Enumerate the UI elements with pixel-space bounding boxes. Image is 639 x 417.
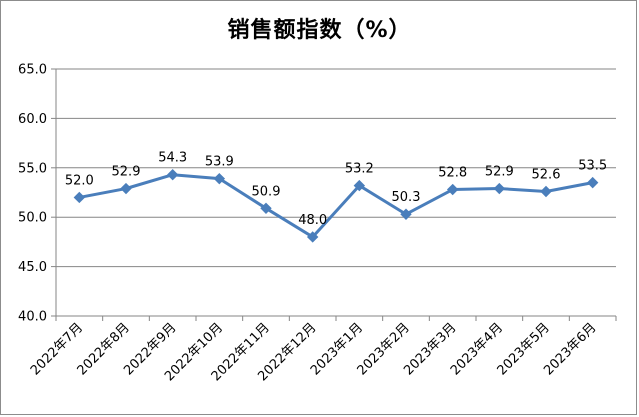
data-point xyxy=(120,182,132,195)
y-tick-label: 65.0 xyxy=(18,63,47,78)
x-tick-labels: 2022年7月2022年8月2022年9月2022年10月2022年11月202… xyxy=(28,320,600,384)
y-tick-label: 50.0 xyxy=(18,211,47,226)
data-label: 52.9 xyxy=(112,165,141,180)
y-tick-labels: 40.0 45.0 50.0 55.0 60.0 65.0 xyxy=(18,63,47,325)
data-point xyxy=(306,231,319,243)
gridlines xyxy=(56,68,616,268)
series xyxy=(73,169,599,243)
data-label: 52.9 xyxy=(485,165,514,180)
chart-title: 销售额指数（%） xyxy=(227,18,412,43)
y-tick-label: 60.0 xyxy=(18,112,47,127)
data-point xyxy=(353,179,366,192)
data-point xyxy=(493,182,506,195)
data-point xyxy=(260,202,272,215)
y-tick-label: 45.0 xyxy=(18,260,47,275)
data-label: 50.9 xyxy=(252,184,281,199)
data-point xyxy=(400,208,412,220)
data-point xyxy=(166,169,179,181)
axes xyxy=(51,68,617,321)
data-point xyxy=(446,183,459,196)
data-point xyxy=(540,185,552,198)
data-label: 52.6 xyxy=(532,168,561,183)
series-line xyxy=(79,173,593,239)
data-label: 53.9 xyxy=(205,155,234,170)
data-label: 53.5 xyxy=(578,159,607,174)
data-point xyxy=(213,172,226,185)
data-label: 50.3 xyxy=(392,190,421,205)
data-label: 53.2 xyxy=(345,162,374,177)
data-labels: 52.0 52.9 54.3 53.9 50.9 48.0 53.2 50.3 52.8 52.9… xyxy=(65,151,607,228)
data-point xyxy=(73,191,86,204)
data-label: 52.8 xyxy=(438,166,467,181)
data-label: 48.0 xyxy=(298,213,327,228)
data-label: 54.3 xyxy=(158,151,187,166)
y-tick-label: 40.0 xyxy=(18,310,47,325)
y-tick-label: 55.0 xyxy=(18,161,47,176)
data-label: 52.0 xyxy=(65,173,94,188)
data-point xyxy=(586,176,599,189)
